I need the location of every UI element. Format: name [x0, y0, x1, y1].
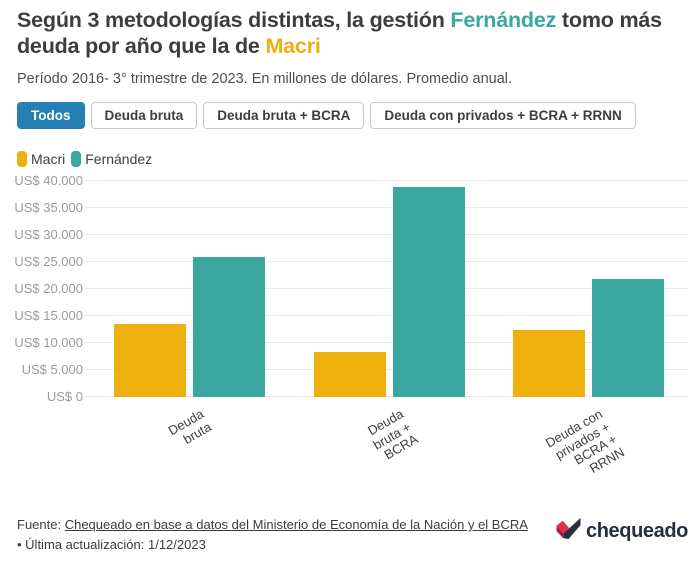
plot-area [84, 179, 688, 397]
title-part: Fernández [450, 8, 557, 32]
y-tick-label: US$ 20.000 [14, 280, 83, 296]
filter-tab-deuda-con-privados-bcra-rrnn[interactable]: Deuda con privados + BCRA + RRNN [370, 101, 636, 129]
filter-tab-todos[interactable]: Todos [17, 101, 85, 129]
gridline [84, 287, 688, 289]
source-link[interactable]: Chequeado en base a datos del Ministerio… [64, 517, 528, 532]
legend-swatch [71, 150, 82, 167]
source-prefix: Fuente: [17, 517, 65, 532]
bar-fernandez-deuda-bruta[interactable] [193, 256, 266, 397]
y-tick-label: US$ 25.000 [14, 253, 83, 269]
footer: Fuente: Chequeado en base a datos del Mi… [17, 515, 688, 564]
y-axis: US$ 0 US$ 5.000 US$ 10.000 US$ 15.000 US$ 20… [14, 173, 90, 404]
legend-item-fernandez: Fernández [71, 150, 153, 167]
y-tick-label: US$ 15.000 [14, 307, 83, 323]
x-tick-label-deuda-bruta: Deuda bruta [165, 405, 214, 447]
bar-fernandez-deuda-con-privados-bcra-rrnn[interactable] [591, 279, 664, 397]
y-tick-label: US$ 35.000 [14, 199, 83, 215]
bar-macri-deuda-bruta-bcra[interactable] [313, 352, 386, 397]
page-subtitle: Período 2016- 3° trimestre de 2023. En m… [17, 70, 513, 87]
gridline [84, 233, 688, 235]
gridline [84, 206, 688, 208]
gridline [84, 314, 688, 316]
y-tick-label: US$ 10.000 [14, 334, 83, 350]
page-title: Según 3 metodologías distintas, la gesti… [17, 8, 687, 60]
chequeado-logo[interactable]: chequeado [556, 516, 688, 546]
last-updated: • Última actualización: 1/12/2023 [17, 536, 206, 552]
chequeado-logo-text: chequeado [586, 520, 688, 542]
chart-legend: Macri Fernández [17, 150, 688, 167]
chequeado-checkmark-icon [556, 516, 583, 546]
bar-chart: US$ 0 US$ 5.000 US$ 10.000 US$ 15.000 US$ 20… [14, 173, 688, 404]
y-tick-label: US$ 40.000 [14, 172, 83, 188]
gridline [84, 395, 688, 397]
gridline [84, 260, 688, 262]
filter-tabs: Todos Deuda bruta Deuda bruta + BCRA Deuda … [17, 101, 688, 129]
filter-tab-deuda-bruta[interactable]: Deuda bruta [90, 101, 198, 129]
y-tick-label: US$ 5.000 [21, 361, 83, 377]
filter-tab-deuda-bruta-bcra[interactable]: Deuda bruta + BCRA [203, 101, 365, 129]
title-part: tomo más deuda por año que la de [17, 8, 662, 58]
gridline [84, 341, 688, 343]
y-tick-label: US$ 30.000 [14, 226, 83, 242]
legend-label: Fernández [85, 150, 153, 167]
x-tick-label-deuda-bruta-bcra: Deuda bruta + BCRA [365, 405, 421, 462]
source-line: Fuente: Chequeado en base a datos del Mi… [17, 515, 577, 554]
y-tick-label: US$ 0 [46, 388, 83, 404]
x-tick-label-deuda-con-privados-bcra-rrnn: Deuda con privados + BCRA + RRNN [543, 405, 628, 476]
x-axis-labels: Deuda bruta Deuda bruta + BCRA Deuda con priva… [90, 397, 688, 501]
bar-fernandez-deuda-bruta-bcra[interactable] [392, 187, 465, 397]
title-part: Según 3 metodologías distintas, la gesti… [17, 8, 451, 32]
title-part: Macri [265, 33, 321, 58]
gridline [84, 179, 688, 181]
legend-label: Macri [31, 150, 66, 167]
legend-item-macri: Macri [17, 150, 66, 167]
bar-macri-deuda-bruta[interactable] [114, 323, 187, 397]
legend-swatch [17, 150, 27, 167]
gridline [84, 368, 688, 370]
bar-macri-deuda-con-privados-bcra-rrnn[interactable] [512, 330, 585, 397]
